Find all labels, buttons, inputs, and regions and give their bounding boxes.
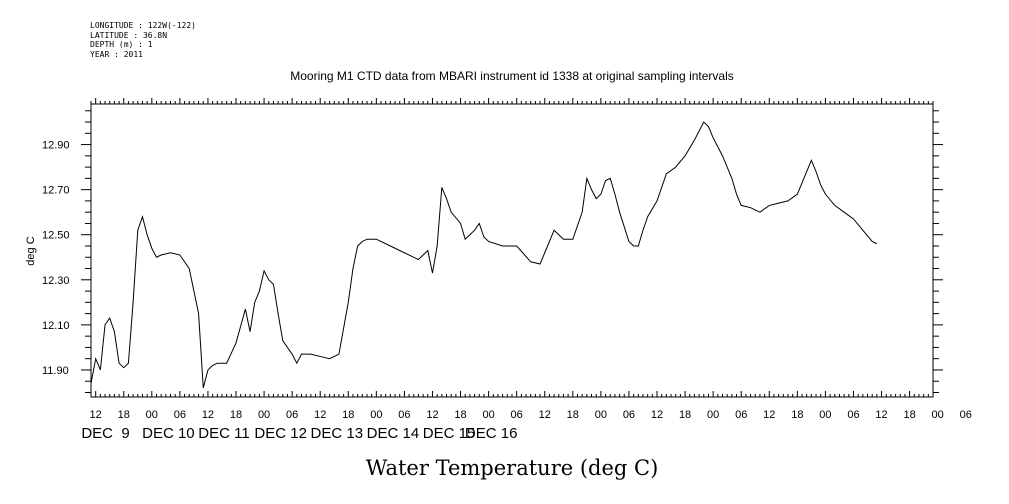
x-tick-label: 06 (286, 409, 298, 421)
x-tick-label: 12 (314, 409, 326, 421)
x-tick-label: 18 (903, 409, 915, 421)
x-tick-label: 00 (932, 409, 944, 421)
x-tick-label: 18 (342, 409, 354, 421)
y-tick-label: 11.90 (42, 365, 69, 377)
x-day-label: DEC 15 (423, 425, 476, 442)
x-day-label: DEC 11 (198, 425, 249, 442)
x-day-label: DEC 12 (254, 425, 307, 442)
depth-text: DEPTH (m) : 1 (90, 40, 153, 49)
x-tick-label: 12 (651, 409, 663, 421)
x-tick-label: 12 (539, 409, 551, 421)
x-tick-label: 12 (763, 409, 775, 421)
x-tick-label: 06 (960, 409, 972, 421)
y-tick-labels: 11.90 12.10 12.30 12.50 12.70 12.90 (42, 140, 70, 377)
x-tick-label: 00 (482, 409, 494, 421)
x-day-label: DEC 16 (465, 425, 518, 442)
x-tick-label: 00 (595, 409, 607, 421)
x-tick-label: 18 (679, 409, 691, 421)
x-tick-label: 18 (230, 409, 242, 421)
y-tick-label: 12.30 (42, 275, 70, 287)
y-tick-label: 12.10 (42, 320, 70, 332)
latitude-text: LATITUDE : 36.8N (90, 30, 168, 40)
x-day-labels: DEC 9 DEC 10 DEC 11 DEC 12 DEC 13 DEC 14 DEC 1… (81, 425, 517, 442)
x-tick-label: 06 (174, 409, 186, 421)
x-tick-label: 12 (875, 409, 887, 421)
chart-title: Mooring M1 CTD data from MBARI instrumen… (290, 69, 734, 83)
x-day-label: DEC 9 (81, 425, 129, 442)
plot-frame (90, 103, 934, 398)
y-tick-label: 12.70 (42, 185, 70, 197)
dataset-metadata: LONGITUDE : 122W(-122) LATITUDE : 36.8N … (90, 21, 196, 59)
x-day-label: DEC 10 (142, 425, 195, 442)
x-tick-label: 18 (791, 409, 803, 421)
x-day-label: DEC 14 (367, 425, 420, 442)
x-tick-label: 00 (707, 409, 719, 421)
x-axis-label: Water Temperature (deg C) (366, 456, 659, 480)
x-tick-label: 00 (258, 409, 270, 421)
x-tick-label: 18 (567, 409, 579, 421)
year-text: YEAR : 2011 (90, 49, 143, 59)
x-tick-label: 00 (370, 409, 382, 421)
x-tick-label: 12 (202, 409, 214, 421)
x-tick-label: 06 (511, 409, 523, 421)
y-axis-label: deg C (25, 236, 37, 265)
y-tick-label: 12.90 (42, 140, 70, 152)
x-tick-label: 06 (623, 409, 635, 421)
x-tick-label: 00 (146, 409, 158, 421)
x-tick-label: 12 (426, 409, 438, 421)
x-tick-label: 00 (819, 409, 831, 421)
x-tick-label: 06 (398, 409, 410, 421)
y-tick-label: 12.50 (42, 230, 70, 242)
x-tick-labels: 12 18 00 06 12 18 00 06 12 18 00 06 12 18 00 06 12 18 00 06… (90, 409, 972, 421)
axis-ticks (81, 98, 943, 397)
x-tick-label: 06 (847, 409, 859, 421)
x-tick-label: 12 (90, 409, 102, 421)
series-line-water-temperature (90, 121, 878, 389)
x-tick-label: 06 (735, 409, 747, 421)
x-tick-label: 18 (118, 409, 130, 421)
x-tick-label: 18 (454, 409, 466, 421)
longitude-text: LONGITUDE : 122W(-122) (90, 21, 196, 30)
x-day-label: DEC 13 (311, 425, 364, 442)
